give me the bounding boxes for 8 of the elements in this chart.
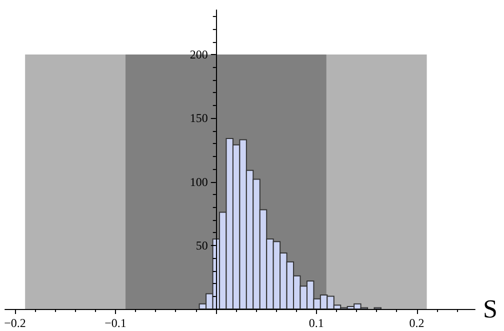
x-tick-label: −0.1	[104, 316, 126, 330]
y-tick-label: 100	[190, 174, 208, 189]
x-tick-label: 0.1	[308, 316, 324, 330]
y-tick-label: 50	[196, 238, 208, 252]
x-axis-title: S	[483, 294, 498, 324]
x-tick-label: 0.2	[409, 316, 424, 330]
y-tick-label: 150	[190, 111, 208, 126]
x-tick-label: −0.2	[4, 316, 26, 330]
